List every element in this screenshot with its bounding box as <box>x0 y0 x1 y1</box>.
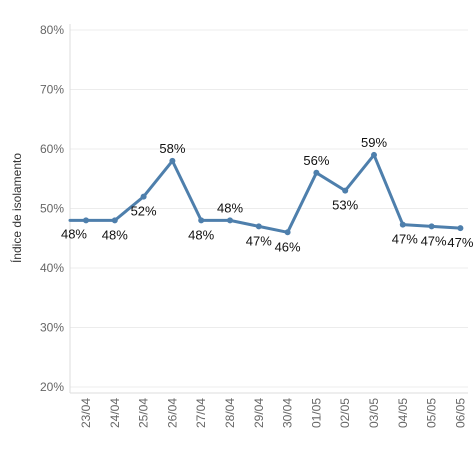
y-axis-ticks: 20% 30% 40% 50% 60% 70% 80% <box>40 23 64 394</box>
y-tick-label: 30% <box>40 321 64 335</box>
data-point <box>284 229 291 236</box>
data-label: 47% <box>392 232 418 247</box>
y-tick-label: 80% <box>40 23 64 37</box>
gridlines <box>69 24 468 394</box>
data-label: 48% <box>61 226 87 241</box>
x-tick-label: 04/05 <box>396 398 410 428</box>
data-point <box>342 187 349 194</box>
x-tick-label: 05/05 <box>425 398 439 428</box>
series-line-layer <box>68 153 462 234</box>
x-tick-label: 06/05 <box>453 398 467 428</box>
data-point <box>313 169 320 176</box>
x-tick-label: 03/05 <box>367 398 381 428</box>
data-labels: 48% 48%52%58%48%48%47% 46%56%53%59%47% 47% 4… <box>61 135 474 254</box>
x-tick-label: 27/04 <box>194 398 208 428</box>
x-tick-label: 23/04 <box>79 398 93 428</box>
data-label: 48% <box>102 227 128 242</box>
y-tick-label: 20% <box>40 380 64 394</box>
data-label: 47% <box>447 235 473 250</box>
x-tick-label: 28/04 <box>223 398 237 428</box>
x-tick-label: 25/04 <box>137 398 151 428</box>
data-point <box>227 217 233 224</box>
y-tick-label: 70% <box>40 82 64 96</box>
data-label: 52% <box>131 204 157 219</box>
data-point <box>399 221 406 228</box>
data-label: 47% <box>421 233 447 248</box>
data-point <box>169 157 176 164</box>
x-tick-label: 02/05 <box>338 398 352 428</box>
data-label: 56% <box>303 153 329 168</box>
data-label: 46% <box>275 239 301 254</box>
data-point <box>83 217 89 224</box>
y-tick-label: 60% <box>40 142 64 156</box>
x-tick-label: 26/04 <box>165 398 179 428</box>
y-tick-label: 50% <box>40 202 64 216</box>
data-point <box>428 223 435 230</box>
y-axis-label: Índice de isolamento <box>9 153 24 263</box>
x-tick-label: 01/05 <box>309 398 323 428</box>
data-point <box>198 217 205 224</box>
y-tick-label: 40% <box>40 261 64 275</box>
x-tick-label: 30/04 <box>281 398 295 428</box>
data-label: 53% <box>332 198 358 213</box>
data-label: 58% <box>159 141 185 156</box>
data-point <box>371 151 377 158</box>
data-label: 47% <box>246 233 272 248</box>
data-points <box>83 151 464 236</box>
series-line <box>68 153 462 234</box>
data-label: 59% <box>361 135 387 150</box>
data-point <box>255 223 262 230</box>
x-tick-label: 24/04 <box>108 398 122 428</box>
data-point <box>457 225 464 232</box>
x-tick-label: 29/04 <box>252 398 266 428</box>
data-label: 48% <box>188 227 214 242</box>
data-label: 48% <box>217 200 243 215</box>
data-point <box>140 193 147 200</box>
x-axis-ticks: 23/04 24/04 25/04 26/04 27/04 28/04 29/04 30/04… <box>79 398 467 428</box>
data-point <box>111 217 118 224</box>
